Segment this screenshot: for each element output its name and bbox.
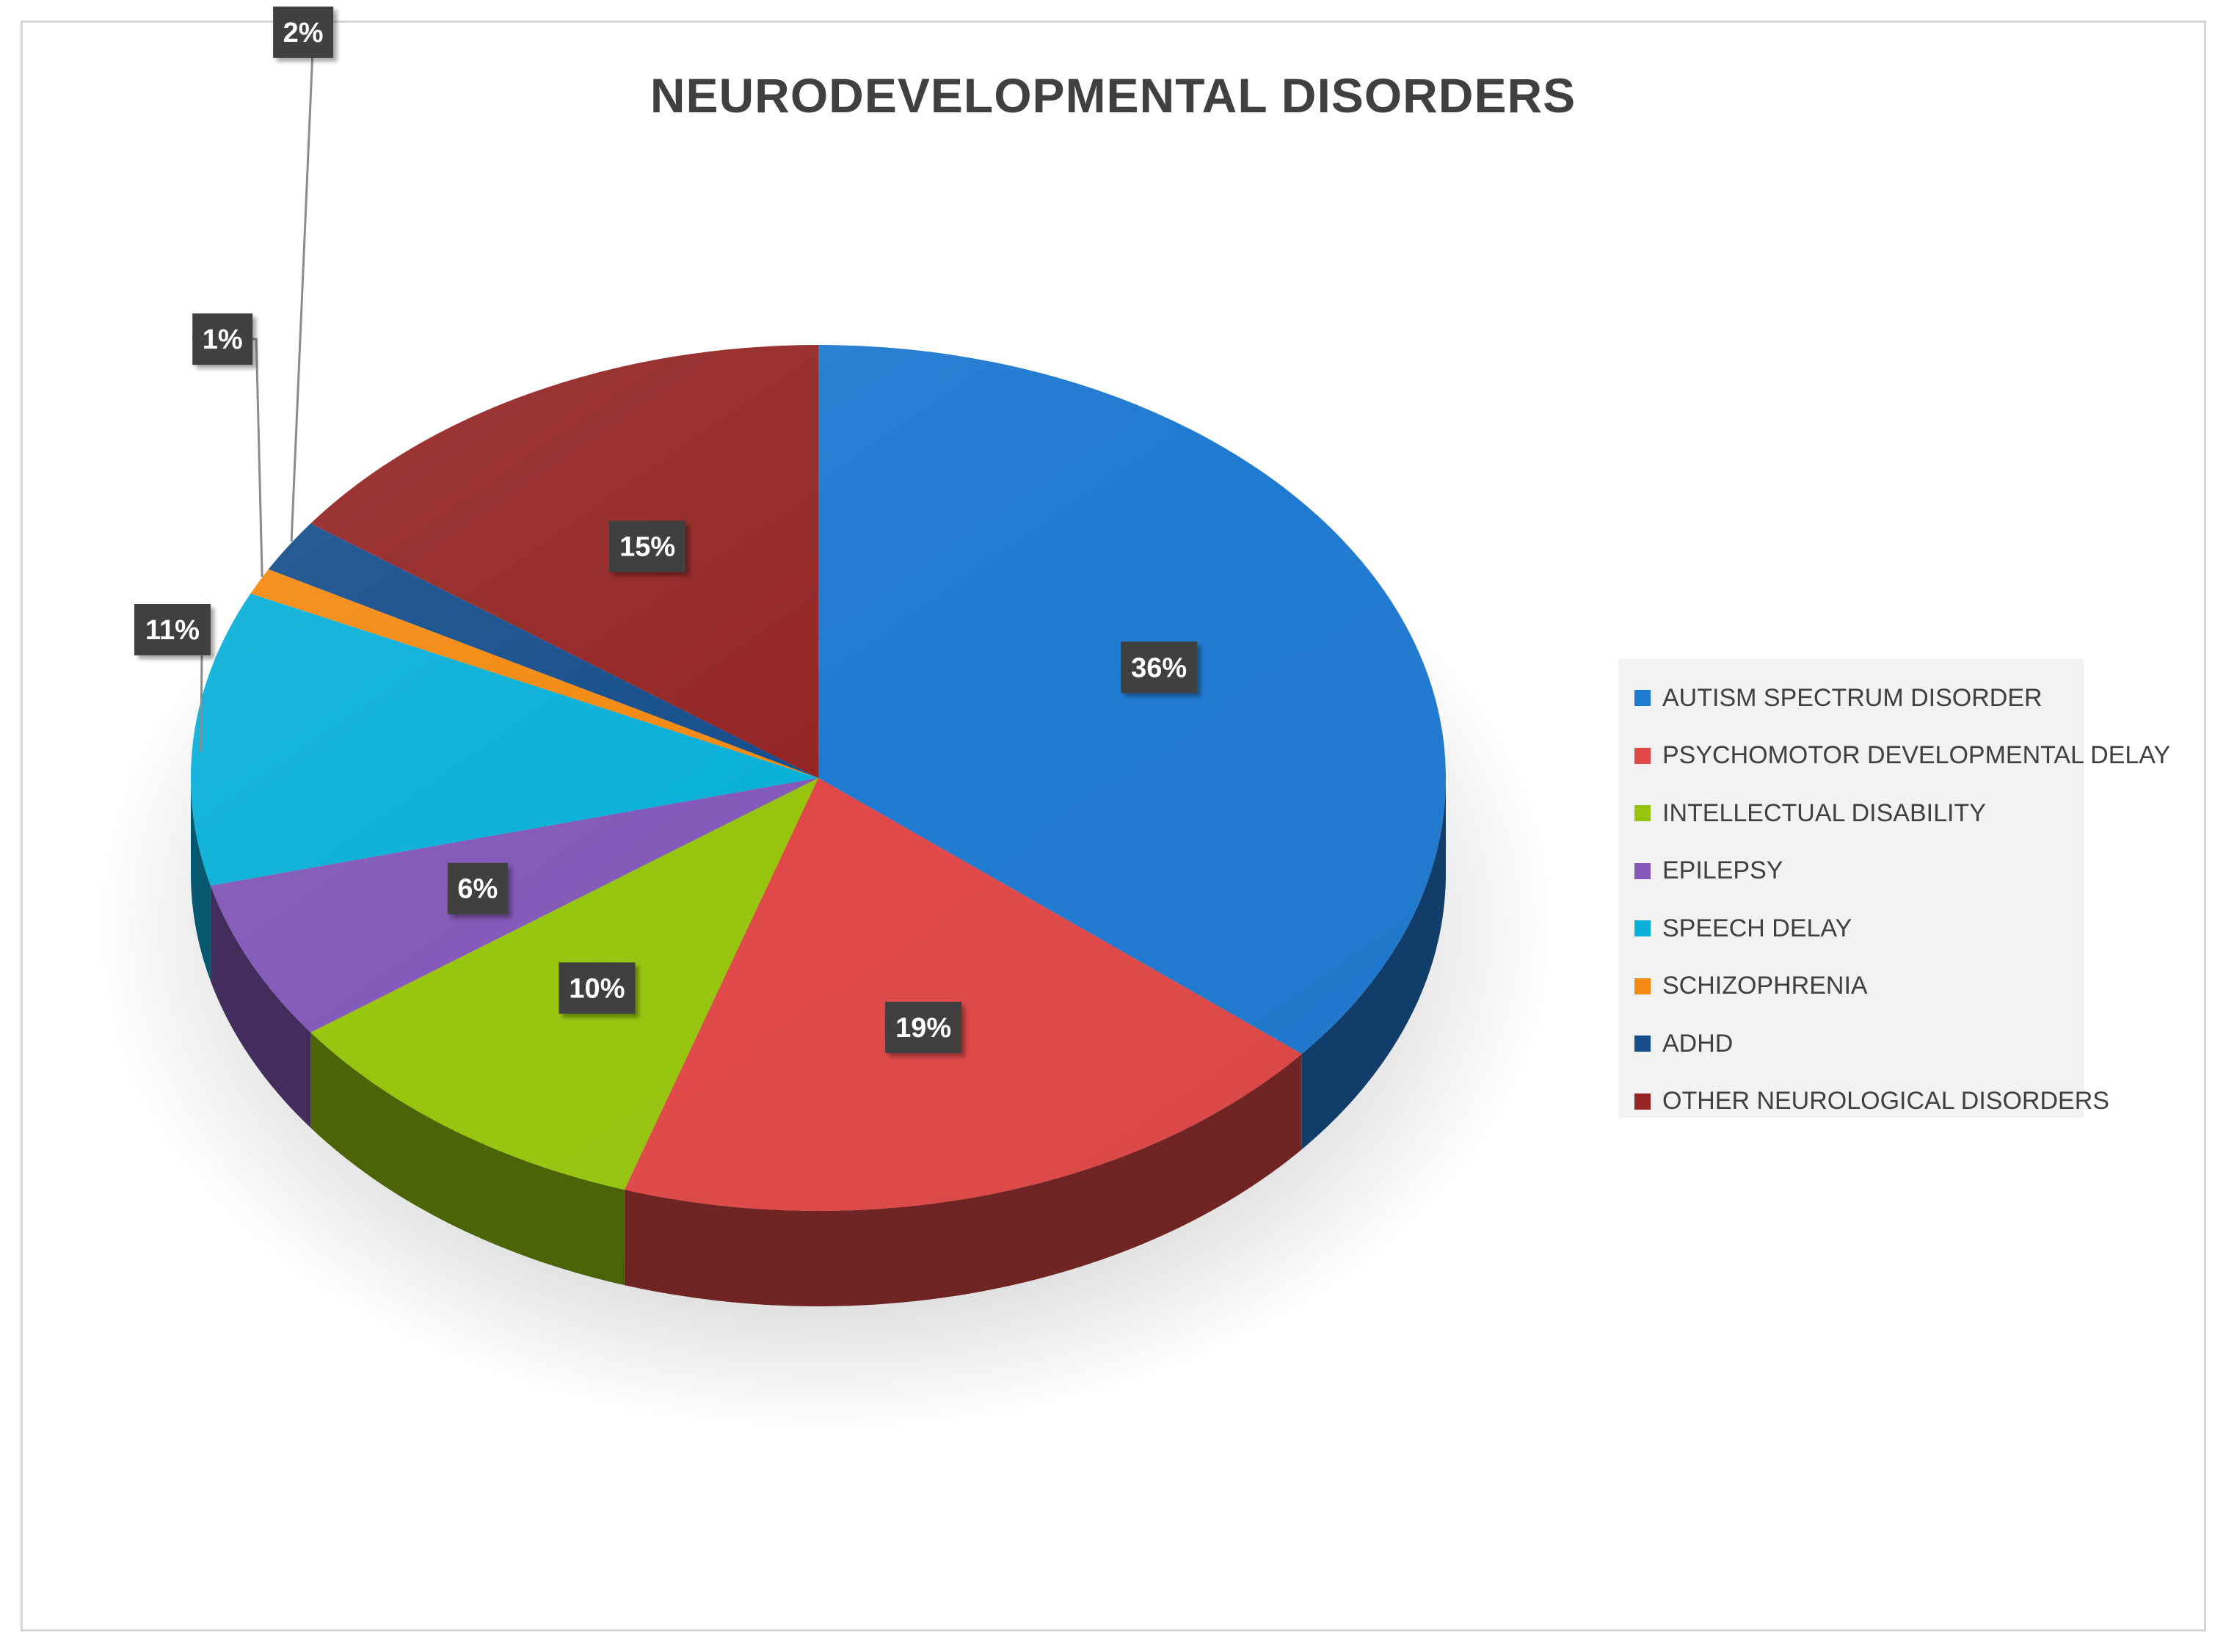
data-label-box xyxy=(192,313,253,365)
data-label-leader xyxy=(192,338,263,578)
legend-item: INTELLECTUAL DISABILITY xyxy=(1618,785,2084,843)
data-label: 19% xyxy=(885,1001,962,1053)
legend-swatch xyxy=(1634,862,1651,879)
legend-label: OTHER NEUROLOGICAL DISORDERS xyxy=(1662,1087,2109,1116)
data-label: 2% xyxy=(273,6,334,58)
legend-swatch xyxy=(1634,747,1651,764)
legend-swatch xyxy=(1634,690,1651,707)
data-label-text: 10% xyxy=(569,973,625,1004)
data-label-box xyxy=(559,962,636,1014)
legend-swatch xyxy=(1634,1036,1651,1052)
legend-item: AUTISM SPECTRUM DISORDER xyxy=(1618,669,2084,727)
legend-swatch xyxy=(1634,1093,1651,1110)
legend-label: AUTISM SPECTRUM DISORDER xyxy=(1662,683,2043,712)
legend-label: ADHD xyxy=(1662,1029,1734,1058)
legend-item: ADHD xyxy=(1618,1015,2084,1073)
data-label-box xyxy=(447,862,508,914)
data-label-text: 11% xyxy=(145,615,200,646)
data-label-text: 1% xyxy=(203,324,243,355)
data-label-box xyxy=(134,604,211,655)
data-label: 15% xyxy=(609,520,686,572)
pie-side-psychomotor-developmental-delay xyxy=(624,1054,1302,1306)
legend-label: SCHIZOPHRENIA xyxy=(1662,972,1868,1000)
data-label-leader xyxy=(200,655,203,752)
data-label-text: 19% xyxy=(895,1013,951,1044)
chart-title: NEURODEVELOPMENTAL DISORDERS xyxy=(650,68,1576,123)
data-label-text: 2% xyxy=(283,18,324,48)
chart-legend: AUTISM SPECTRUM DISORDER PSYCHOMOTOR DEVE… xyxy=(1618,659,2170,1118)
data-label: 11% xyxy=(134,604,211,655)
legend-swatch xyxy=(1634,978,1651,994)
legend-label: EPILEPSY xyxy=(1662,856,1783,885)
legend-item: SCHIZOPHRENIA xyxy=(1618,958,2084,1016)
data-label-text: 15% xyxy=(619,532,675,563)
data-label: 36% xyxy=(1121,641,1198,694)
legend-label: SPEECH DELAY xyxy=(1662,914,1852,942)
data-label: 6% xyxy=(447,862,508,914)
legend-label: INTELLECTUAL DISABILITY xyxy=(1662,798,1986,827)
data-label-box xyxy=(885,1001,962,1053)
data-label: 10% xyxy=(559,962,636,1014)
legend-label: PSYCHOMOTOR DEVELOPMENTAL DELAY xyxy=(1662,741,2171,770)
data-label: 1% xyxy=(192,313,253,365)
data-label-text: 36% xyxy=(1131,652,1187,683)
data-label-box xyxy=(273,6,334,58)
data-label-box xyxy=(1121,641,1198,694)
legend-item: SPEECH DELAY xyxy=(1618,900,2084,958)
data-label-text: 6% xyxy=(457,874,498,905)
legend-swatch xyxy=(1634,805,1651,822)
legend-swatch xyxy=(1634,920,1651,937)
legend-item: PSYCHOMOTOR DEVELOPMENTAL DELAY xyxy=(1618,727,2170,785)
legend-item: EPILEPSY xyxy=(1618,843,2084,900)
legend-item: OTHER NEUROLOGICAL DISORDERS xyxy=(1618,1073,2109,1131)
data-label-box xyxy=(609,520,686,572)
